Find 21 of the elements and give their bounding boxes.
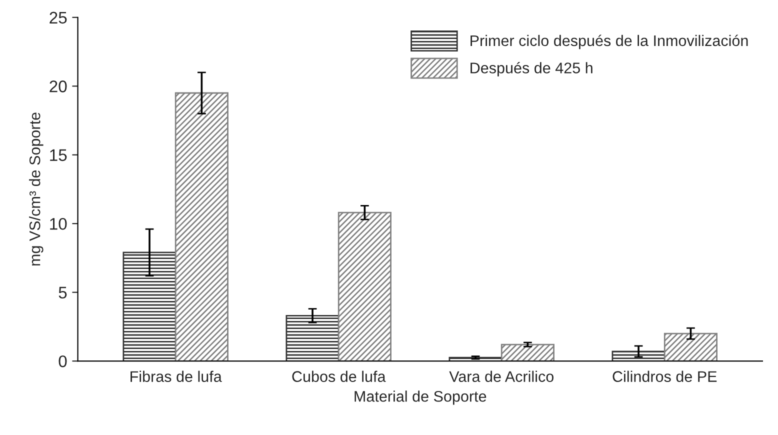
x-axis-title: Material de Soporte [354, 390, 486, 405]
y-axis-title: mg VS/cm³ de Soporte [29, 112, 44, 266]
legend-label: Primer ciclo después de la Inmovilización [470, 34, 748, 50]
x-tick-label: Vara de Acrilico [449, 370, 554, 382]
y-tick-label: 10 [50, 218, 67, 230]
bar [612, 350, 666, 362]
y-tick-label: 0 [58, 355, 67, 368]
bar [286, 314, 340, 362]
bar [122, 252, 176, 362]
bar [664, 332, 718, 362]
x-tick-label: Fibras de lufa [130, 370, 222, 382]
legend-label: Después de 425 h [470, 62, 592, 76]
y-tick-label: 5 [58, 286, 67, 299]
x-tick-label: Cubos de lufa [292, 370, 386, 382]
y-tick-label: 20 [50, 80, 67, 92]
x-tick-label: Cilindros de PE [612, 370, 717, 382]
bar [338, 212, 392, 362]
y-tick-label: 25 [50, 12, 67, 24]
bar [500, 344, 554, 362]
y-tick-label: 15 [50, 149, 67, 162]
bar [174, 92, 228, 362]
